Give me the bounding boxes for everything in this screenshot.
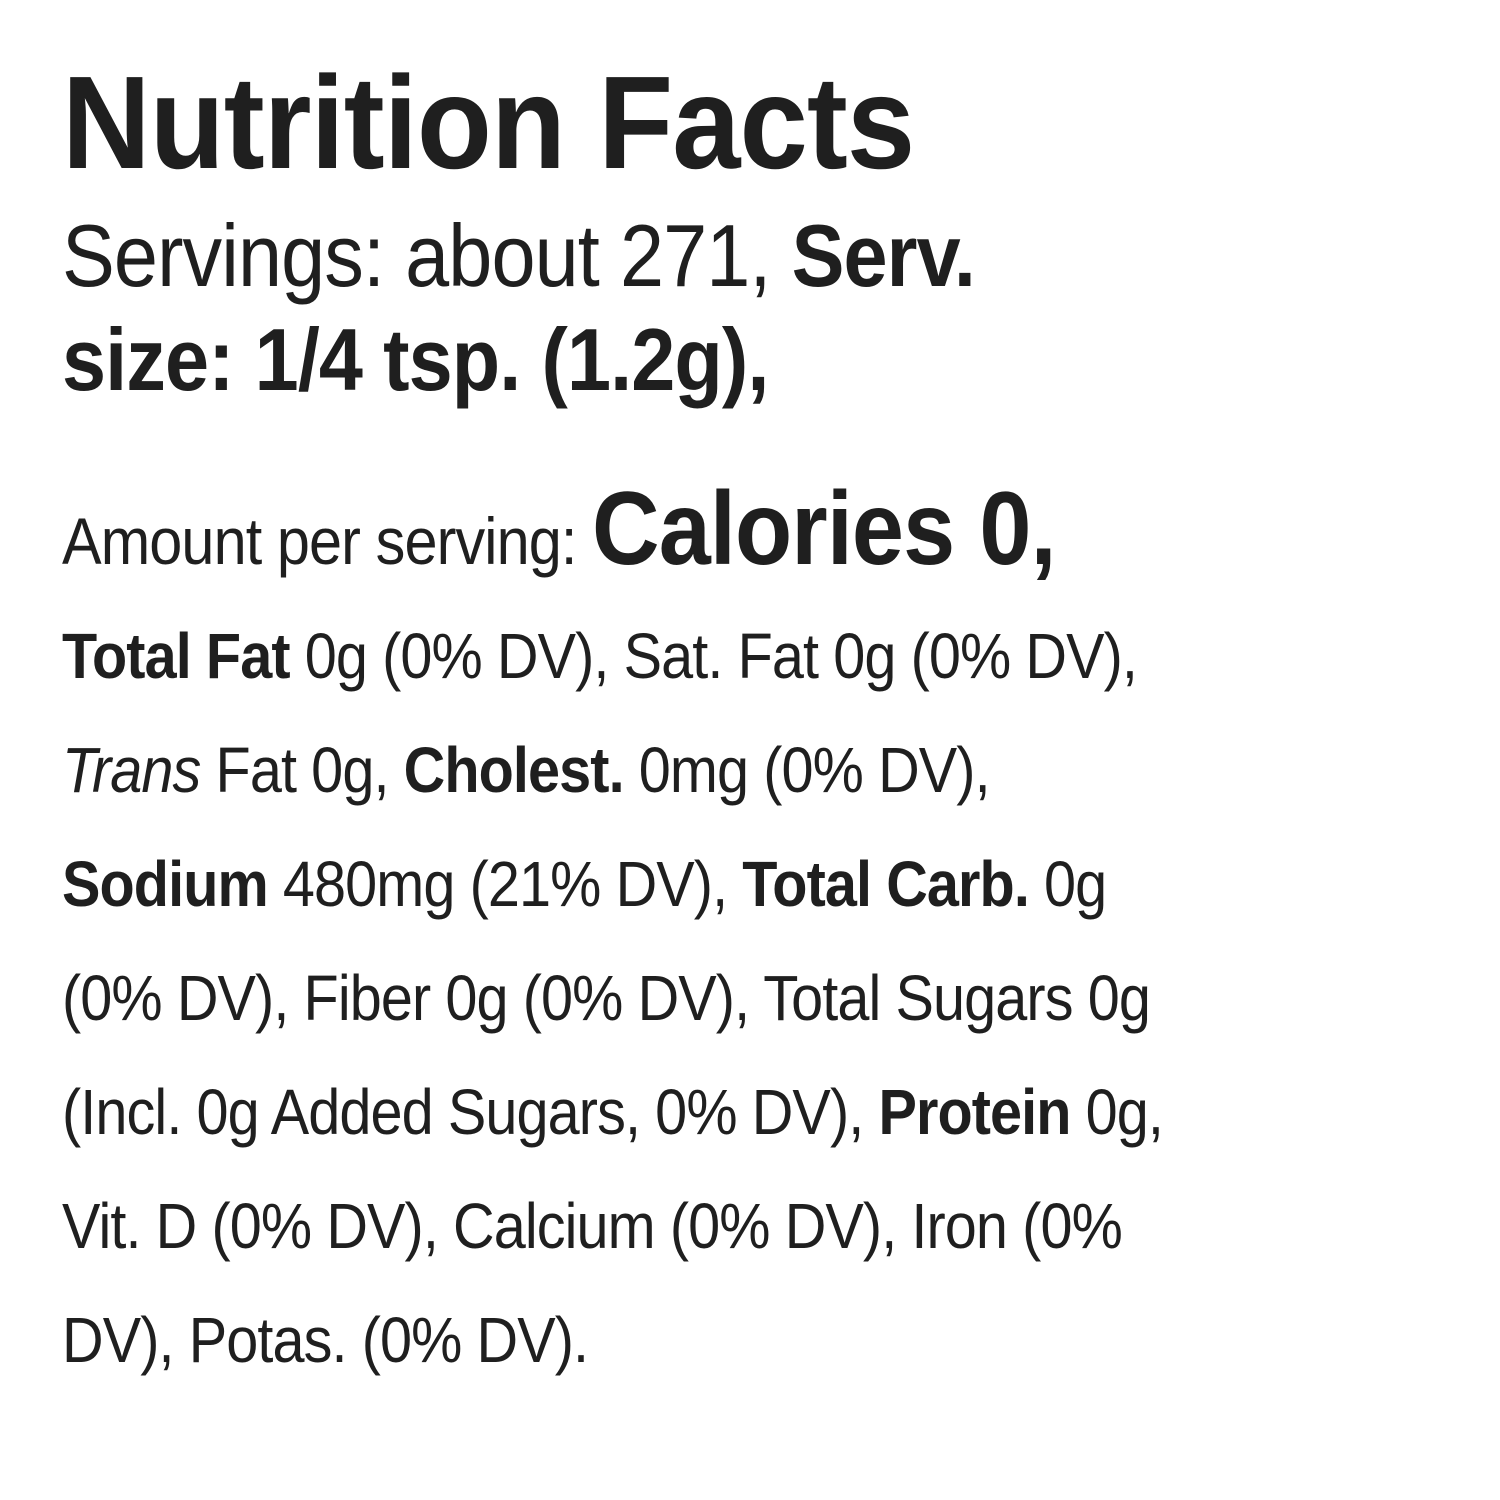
serving-size-label: Serv. — [791, 206, 976, 305]
nutrient-value: (0% DV), Fiber 0g (0% DV), Total Sugars … — [62, 962, 1151, 1034]
nutrition-facts-label: Nutrition Facts Servings: about 271, Ser… — [62, 48, 1462, 1397]
nutrient-line: DV), Potas. (0% DV). — [62, 1283, 1322, 1397]
amount-per-serving-label: Amount per serving: — [62, 504, 593, 578]
nutrient-name: Protein — [878, 1076, 1071, 1148]
calories-value: Calories 0, — [592, 471, 1056, 587]
nutrient-name: Total Carb. — [742, 848, 1030, 920]
servings-line-1: Servings: about 271, Serv. — [62, 204, 1322, 308]
nutrient-value: DV), Potas. (0% DV). — [62, 1304, 589, 1376]
nutrient-value: Vit. D (0% DV), Calcium (0% DV), Iron (0… — [62, 1190, 1123, 1262]
nutrient-line: (Incl. 0g Added Sugars, 0% DV), Protein … — [62, 1055, 1322, 1169]
nutrient-value: (Incl. 0g Added Sugars, 0% DV), — [62, 1076, 879, 1148]
nutrient-value: 0g (0% DV), Sat. Fat 0g (0% DV), — [289, 620, 1138, 692]
nutrient-name: Cholest. — [403, 734, 625, 806]
nutrition-facts-title: Nutrition Facts — [62, 49, 915, 196]
nutrient-line: Trans Fat 0g, Cholest. 0mg (0% DV), — [62, 713, 1322, 827]
amount-per-serving: Amount per serving: Calories 0, — [62, 470, 1322, 589]
nutrient-line: (0% DV), Fiber 0g (0% DV), Total Sugars … — [62, 941, 1322, 1055]
nutrient-value: 0mg (0% DV), — [623, 734, 991, 806]
nutrient-value: 480mg (21% DV), — [267, 848, 743, 920]
nutrient-value: Fat 0g, — [200, 734, 404, 806]
nutrient-name: Total Fat — [62, 620, 291, 692]
serving-size-value: size: 1/4 tsp. (1.2g), — [62, 310, 769, 409]
nutrient-line: Total Fat 0g (0% DV), Sat. Fat 0g (0% DV… — [62, 599, 1322, 713]
nutrient-line: Vit. D (0% DV), Calcium (0% DV), Iron (0… — [62, 1169, 1322, 1283]
nutrient-name: Sodium — [62, 848, 269, 920]
nutrient-list: Total Fat 0g (0% DV), Sat. Fat 0g (0% DV… — [62, 599, 1462, 1397]
nutrient-value: 0g — [1028, 848, 1107, 920]
nutrient-line: Sodium 480mg (21% DV), Total Carb. 0g — [62, 827, 1322, 941]
servings-info: Servings: about 271, Serv. size: 1/4 tsp… — [62, 204, 1462, 412]
nutrient-name: Trans — [62, 734, 201, 806]
nutrient-value: 0g, — [1070, 1076, 1164, 1148]
servings-count: Servings: about 271, — [62, 206, 792, 305]
